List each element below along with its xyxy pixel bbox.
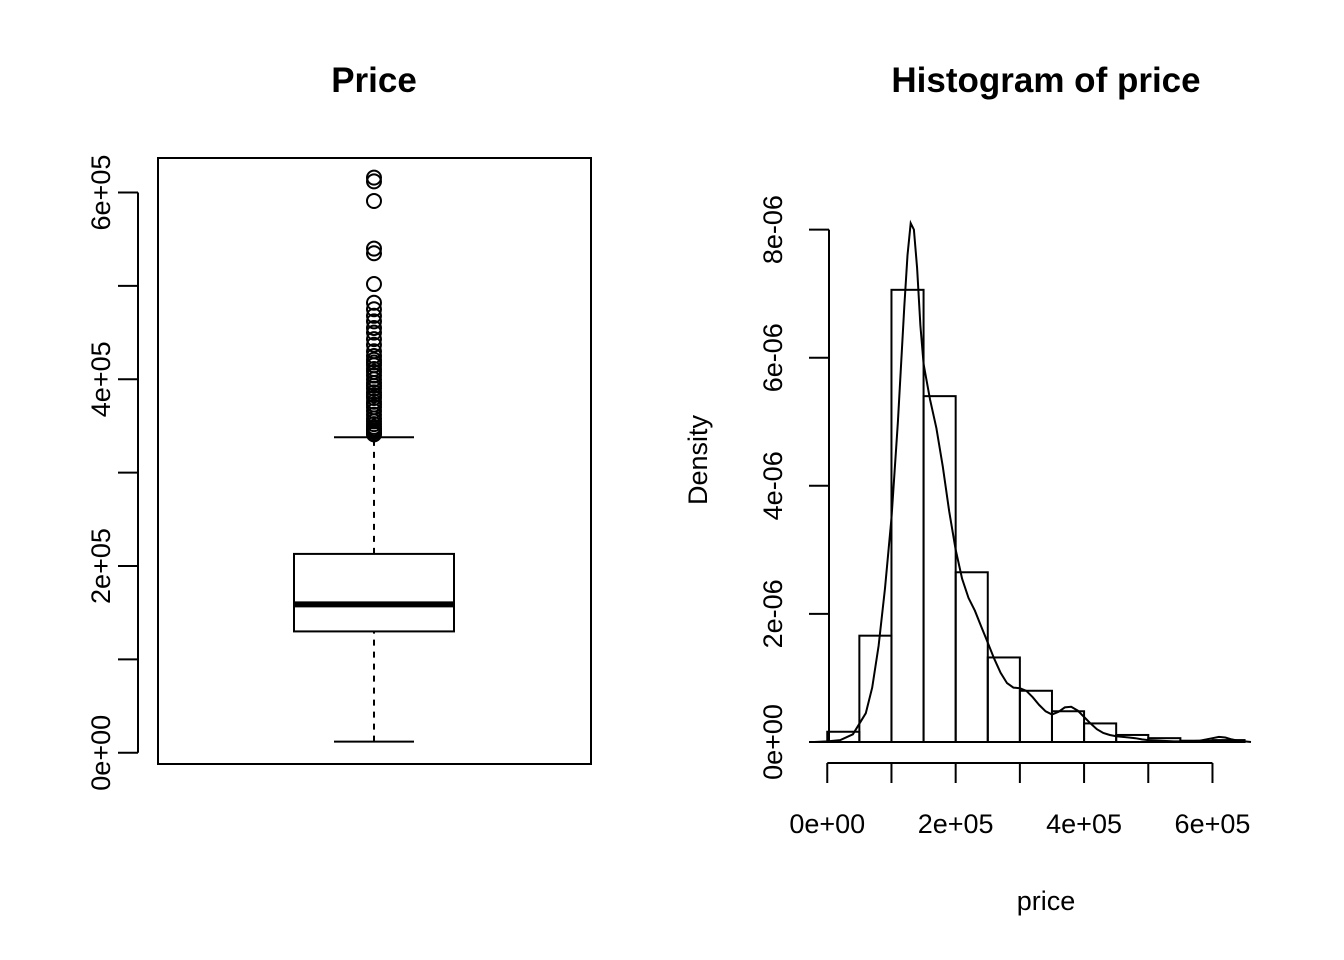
histogram-bar	[858, 634, 893, 744]
y-tick-label: 6e-06	[758, 323, 788, 392]
outlier-point	[366, 336, 382, 353]
outlier-point	[366, 192, 382, 209]
boxplot-title: Price	[331, 61, 417, 100]
y-tick-label: 8e-06	[758, 195, 788, 264]
boxplot-panel: Price 0e+00 2e+05 4e+05 6e+05	[86, 61, 592, 791]
iqr-box	[293, 552, 455, 633]
y-tick-label: 4e+05	[86, 341, 116, 417]
histogram-panel: Histogram of price price Density 0e+00 2e…	[683, 61, 1252, 916]
outlier-point	[366, 331, 382, 348]
outlier-point	[366, 347, 382, 364]
outlier-point	[366, 313, 382, 330]
outlier-point	[366, 276, 382, 293]
histogram-x-label: price	[1017, 886, 1076, 916]
outlier-point	[366, 324, 382, 341]
y-tick-label: 0e+00	[758, 704, 788, 780]
histogram-y-axis: 0e+00 2e-06 4e-06 6e-06 8e-06	[758, 195, 830, 780]
histogram-bar	[922, 395, 957, 743]
histogram-bar	[890, 288, 925, 743]
outlier-point	[366, 301, 382, 318]
boxplot-outliers	[366, 169, 382, 443]
histogram-bars	[826, 288, 1246, 744]
outlier-point	[366, 240, 382, 257]
boxplot-y-axis: 0e+00 2e+05 4e+05 6e+05	[86, 155, 139, 791]
histogram-x-axis: 0e+00 2e+05 4e+05 6e+05	[789, 762, 1251, 839]
outlier-point	[366, 245, 382, 262]
y-tick-label: 0e+00	[86, 715, 116, 791]
x-tick-label: 4e+05	[1046, 809, 1122, 839]
histogram-bar	[1050, 710, 1086, 743]
boxplot-body	[293, 436, 455, 743]
boxplot-frame	[157, 157, 592, 765]
outlier-point	[366, 294, 382, 311]
x-tick-label: 0e+00	[789, 809, 865, 839]
x-tick-label: 6e+05	[1175, 809, 1251, 839]
y-tick-label: 2e-06	[758, 579, 788, 648]
histogram-bar	[1018, 689, 1053, 743]
y-tick-label: 2e+05	[86, 528, 116, 604]
outlier-point	[366, 343, 382, 360]
outlier-point	[366, 169, 382, 186]
y-tick-label: 4e-06	[758, 451, 788, 520]
histogram-bar	[954, 571, 989, 743]
x-tick-label: 2e+05	[918, 809, 994, 839]
histogram-title: Histogram of price	[891, 61, 1200, 100]
histogram-bar	[986, 656, 1021, 744]
outlier-point	[366, 319, 382, 336]
y-tick-label: 6e+05	[86, 155, 116, 231]
histogram-bar	[1083, 722, 1118, 744]
histogram-y-label: Density	[683, 414, 713, 505]
density-curve	[814, 219, 1252, 743]
